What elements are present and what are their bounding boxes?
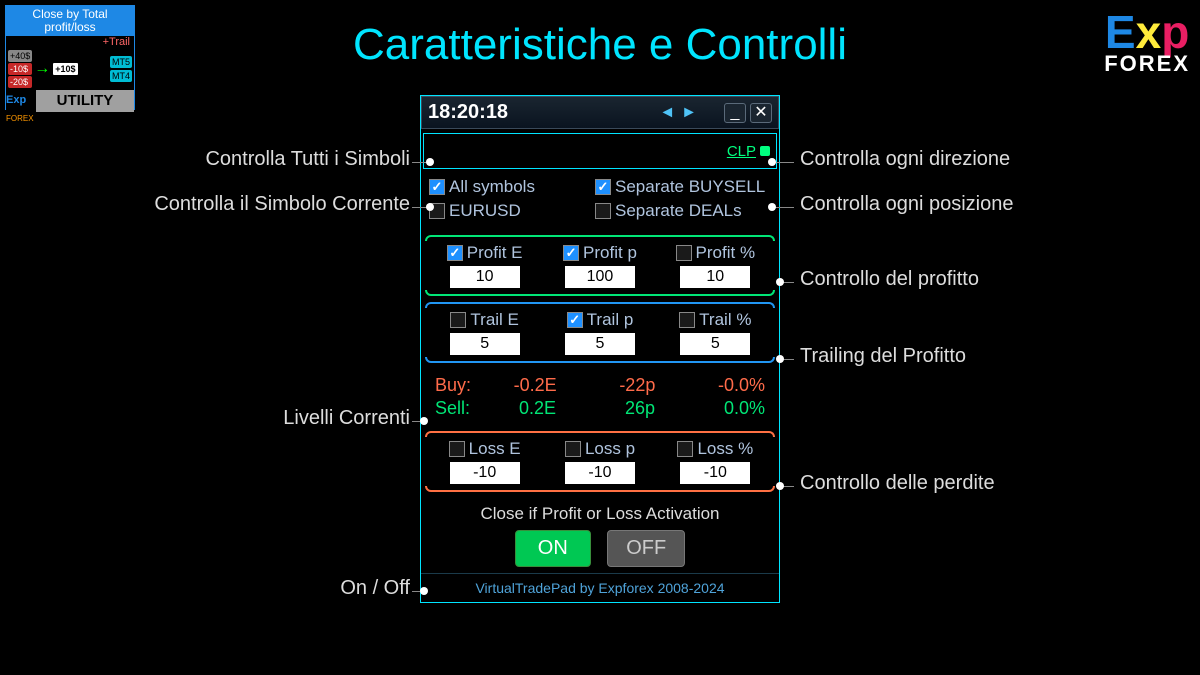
clp-label[interactable]: CLP: [727, 143, 756, 160]
logo-tl-title: Close by Total profit/loss: [6, 6, 134, 36]
control-panel: 18:20:18 ◄ ► _ ✕ CLP All symbols Separat…: [420, 95, 780, 603]
profit-p-input[interactable]: [565, 266, 635, 288]
profit-pct-checkbox[interactable]: [676, 245, 692, 261]
eurusd-label: EURUSD: [449, 201, 521, 221]
trail-pct-input[interactable]: [680, 333, 750, 355]
loss-row: Loss E Loss p Loss %: [421, 439, 779, 484]
logo-top-left: Close by Total profit/loss +Trail +40$ -…: [5, 5, 135, 110]
trail-row: Trail E Trail p Trail %: [421, 310, 779, 355]
annot-each-position: Controlla ogni posizione: [800, 193, 1013, 216]
close-button[interactable]: ✕: [750, 103, 772, 123]
loss-pct-checkbox[interactable]: [677, 441, 693, 457]
annot-each-direction: Controlla ogni direzione: [800, 148, 1010, 171]
exp-mini-logo: ExpFOREX: [6, 90, 36, 112]
profit-row: Profit E Profit p Profit %: [421, 243, 779, 288]
off-button[interactable]: OFF: [607, 530, 685, 567]
minimize-button[interactable]: _: [724, 103, 746, 123]
buy-level-row: Buy: -0.2E -22p -0.0%: [435, 375, 765, 396]
status-dot-icon: [760, 146, 770, 156]
next-arrow-icon[interactable]: ►: [678, 104, 700, 122]
levels-section: Buy: -0.2E -22p -0.0% Sell: 0.2E 26p 0.0…: [421, 369, 779, 425]
annot-trailing-profit: Trailing del Profitto: [800, 345, 966, 368]
utility-badge: UTILITY: [36, 90, 134, 112]
separate-deals-label: Separate DEALs: [615, 201, 742, 221]
symbol-section: All symbols Separate BUYSELL EURUSD Sepa…: [421, 173, 779, 229]
loss-e-checkbox[interactable]: [449, 441, 465, 457]
trail-e-input[interactable]: [450, 333, 520, 355]
loss-p-checkbox[interactable]: [565, 441, 581, 457]
separate-buysell-checkbox[interactable]: [595, 179, 611, 195]
annot-on-off: On / Off: [100, 577, 410, 600]
panel-footer: VirtualTradePad by Expforex 2008-2024: [421, 573, 779, 602]
trail-label: +Trail: [6, 36, 134, 48]
trail-pct-checkbox[interactable]: [679, 312, 695, 328]
on-button[interactable]: ON: [515, 530, 591, 567]
sell-level-row: Sell: 0.2E 26p 0.0%: [435, 398, 765, 419]
annot-profit-control: Controllo del profitto: [800, 268, 979, 291]
loss-e-input[interactable]: [450, 462, 520, 484]
separate-buysell-label: Separate BUYSELL: [615, 177, 765, 197]
loss-pct-input[interactable]: [680, 462, 750, 484]
profit-p-checkbox[interactable]: [563, 245, 579, 261]
all-symbols-checkbox[interactable]: [429, 179, 445, 195]
annot-all-symbols: Controlla Tutti i Simboli: [100, 148, 410, 171]
logo-top-right: Exp FOREX: [1104, 5, 1190, 77]
trail-p-input[interactable]: [565, 333, 635, 355]
activation-section: Close if Profit or Loss Activation ON OF…: [421, 498, 779, 573]
profit-e-input[interactable]: [450, 266, 520, 288]
loss-bracket: [425, 431, 775, 437]
prev-arrow-icon[interactable]: ◄: [656, 104, 678, 122]
trail-e-checkbox[interactable]: [450, 312, 466, 328]
loss-p-input[interactable]: [565, 462, 635, 484]
separate-deals-checkbox[interactable]: [595, 203, 611, 219]
annot-current-symbol: Controlla il Simbolo Corrente: [100, 193, 410, 216]
clock: 18:20:18: [428, 101, 508, 124]
titlebar: 18:20:18 ◄ ► _ ✕: [421, 96, 779, 129]
page-title: Caratteristiche e Controlli: [353, 20, 847, 70]
profit-bracket: [425, 235, 775, 241]
trail-bracket: [425, 302, 775, 308]
trail-p-checkbox[interactable]: [567, 312, 583, 328]
all-symbols-label: All symbols: [449, 177, 535, 197]
profit-pct-input[interactable]: [680, 266, 750, 288]
profit-e-checkbox[interactable]: [447, 245, 463, 261]
annot-loss-control: Controllo delle perdite: [800, 472, 995, 495]
status-bar: CLP: [423, 133, 777, 169]
activation-label: Close if Profit or Loss Activation: [427, 504, 773, 524]
annot-current-levels: Livelli Correnti: [100, 407, 410, 430]
